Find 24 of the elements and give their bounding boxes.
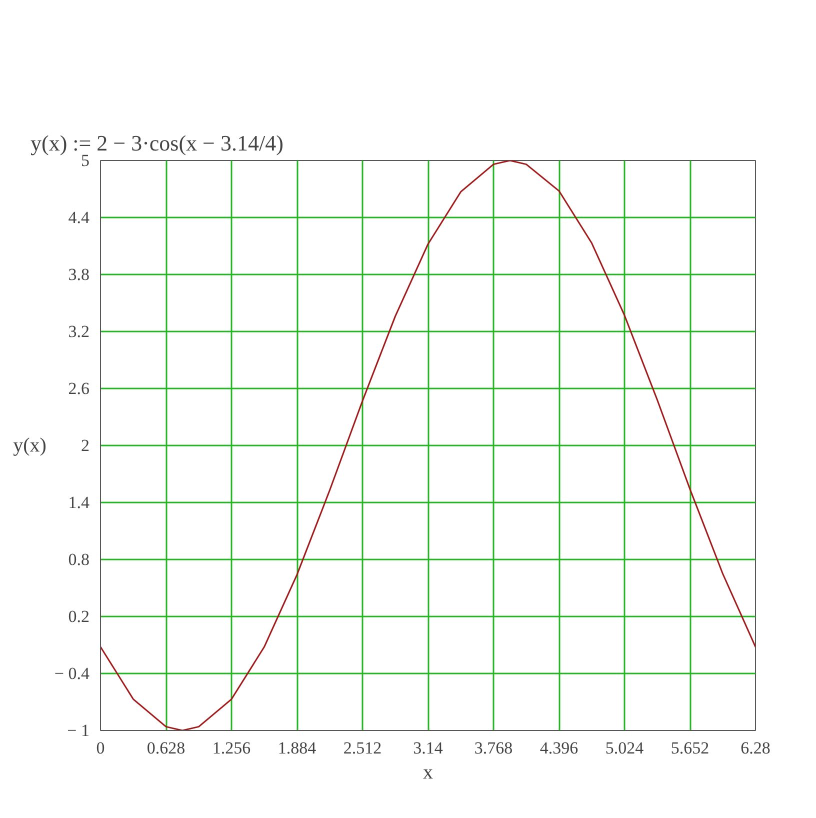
y-tick-label: 0.2 — [68, 607, 90, 626]
y-tick-label: 2.6 — [68, 379, 90, 398]
x-tick-label: 6.28 — [740, 738, 770, 758]
y-tick-label: 3.2 — [68, 322, 90, 341]
x-tick-label: 5.024 — [605, 738, 644, 758]
line-series — [100, 160, 756, 730]
y-tick-label: 2 — [81, 436, 90, 455]
x-tick-label: 1.256 — [212, 738, 251, 758]
y-tick-label: − 1 — [67, 721, 90, 740]
x-tick-label: 3.768 — [474, 738, 513, 758]
x-tick-label: 4.396 — [540, 738, 578, 758]
x-tick-label: 2.512 — [343, 738, 382, 758]
y-tick-label: − 0.4 — [54, 664, 90, 683]
x-tick-label: 3.14 — [413, 738, 444, 758]
y-tick-label: 0.8 — [68, 550, 90, 569]
y-axis-title: y(x) — [13, 434, 46, 456]
y-tick-label: 4.4 — [68, 208, 90, 227]
y-tick-label: 3.8 — [68, 265, 90, 284]
x-tick-label: 0.628 — [146, 738, 186, 758]
x-tick-label: 5.652 — [670, 738, 710, 758]
x-tick-label: 0 — [96, 738, 105, 758]
x-axis-title: x — [423, 762, 433, 784]
x-tick-label: 1.884 — [278, 738, 317, 758]
y-tick-label: 1.4 — [68, 493, 90, 512]
